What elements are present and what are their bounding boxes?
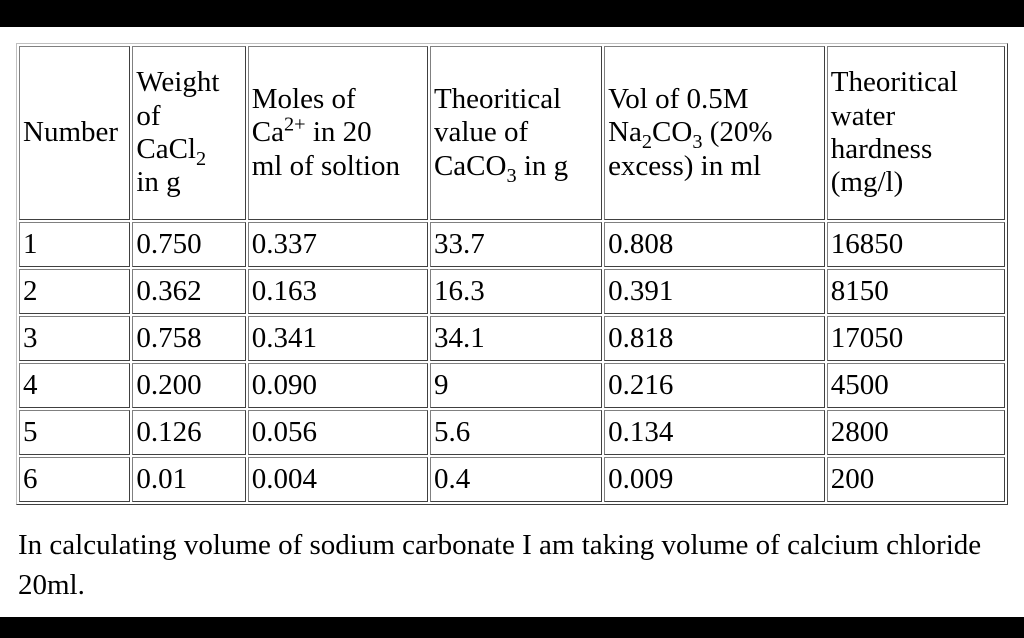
cell-caco3: 0.4 bbox=[429, 457, 603, 502]
header-volume: Vol of 0.5M Na2CO3 (20% excess) in ml bbox=[604, 46, 825, 220]
cell-volume: 0.808 bbox=[604, 222, 825, 267]
cell-hardness: 2800 bbox=[826, 410, 1005, 455]
table-header-row: Number Weight of CaCl2 in g Moles of Ca2… bbox=[19, 46, 1005, 220]
cell-volume: 0.818 bbox=[604, 316, 825, 361]
cell-moles: 0.341 bbox=[247, 316, 428, 361]
cell-hardness: 4500 bbox=[826, 363, 1005, 408]
cell-number: 3 bbox=[19, 316, 131, 361]
cell-moles: 0.163 bbox=[247, 269, 428, 314]
header-weight: Weight of CaCl2 in g bbox=[132, 46, 246, 220]
table-row: 2 0.362 0.163 16.3 0.391 8150 bbox=[19, 269, 1005, 314]
cell-caco3: 9 bbox=[429, 363, 603, 408]
cell-weight: 0.750 bbox=[132, 222, 246, 267]
header-moles: Moles of Ca2+ in 20 ml of soltion bbox=[247, 46, 428, 220]
document-page: Number Weight of CaCl2 in g Moles of Ca2… bbox=[0, 27, 1024, 617]
cell-hardness: 200 bbox=[826, 457, 1005, 502]
cell-number: 4 bbox=[19, 363, 131, 408]
cell-volume: 0.216 bbox=[604, 363, 825, 408]
cell-moles: 0.337 bbox=[247, 222, 428, 267]
cell-volume: 0.134 bbox=[604, 410, 825, 455]
table-row: 1 0.750 0.337 33.7 0.808 16850 bbox=[19, 222, 1005, 267]
cell-weight: 0.01 bbox=[132, 457, 246, 502]
header-theoretical-caco3: Theoritical value of CaCO3 in g bbox=[429, 46, 603, 220]
cell-moles: 0.056 bbox=[247, 410, 428, 455]
cell-caco3: 33.7 bbox=[429, 222, 603, 267]
footnote-text: In calculating volume of sodium carbonat… bbox=[18, 529, 982, 601]
table-row: 5 0.126 0.056 5.6 0.134 2800 bbox=[19, 410, 1005, 455]
cell-hardness: 16850 bbox=[826, 222, 1005, 267]
cell-weight: 0.126 bbox=[132, 410, 246, 455]
cell-caco3: 5.6 bbox=[429, 410, 603, 455]
header-hardness: Theoritical water hardness (mg/l) bbox=[826, 46, 1005, 220]
results-table: Number Weight of CaCl2 in g Moles of Ca2… bbox=[16, 43, 1008, 505]
cell-weight: 0.362 bbox=[132, 269, 246, 314]
cell-weight: 0.200 bbox=[132, 363, 246, 408]
cell-weight: 0.758 bbox=[132, 316, 246, 361]
cell-number: 6 bbox=[19, 457, 131, 502]
cell-moles: 0.090 bbox=[247, 363, 428, 408]
cell-caco3: 16.3 bbox=[429, 269, 603, 314]
cell-volume: 0.009 bbox=[604, 457, 825, 502]
table-row: 6 0.01 0.004 0.4 0.009 200 bbox=[19, 457, 1005, 502]
header-number: Number bbox=[19, 46, 131, 220]
cell-caco3: 34.1 bbox=[429, 316, 603, 361]
cell-hardness: 17050 bbox=[826, 316, 1005, 361]
table-row: 4 0.200 0.090 9 0.216 4500 bbox=[19, 363, 1005, 408]
cell-number: 5 bbox=[19, 410, 131, 455]
cell-number: 1 bbox=[19, 222, 131, 267]
cell-hardness: 8150 bbox=[826, 269, 1005, 314]
cell-number: 2 bbox=[19, 269, 131, 314]
cell-volume: 0.391 bbox=[604, 269, 825, 314]
table-row: 3 0.758 0.341 34.1 0.818 17050 bbox=[19, 316, 1005, 361]
cell-moles: 0.004 bbox=[247, 457, 428, 502]
